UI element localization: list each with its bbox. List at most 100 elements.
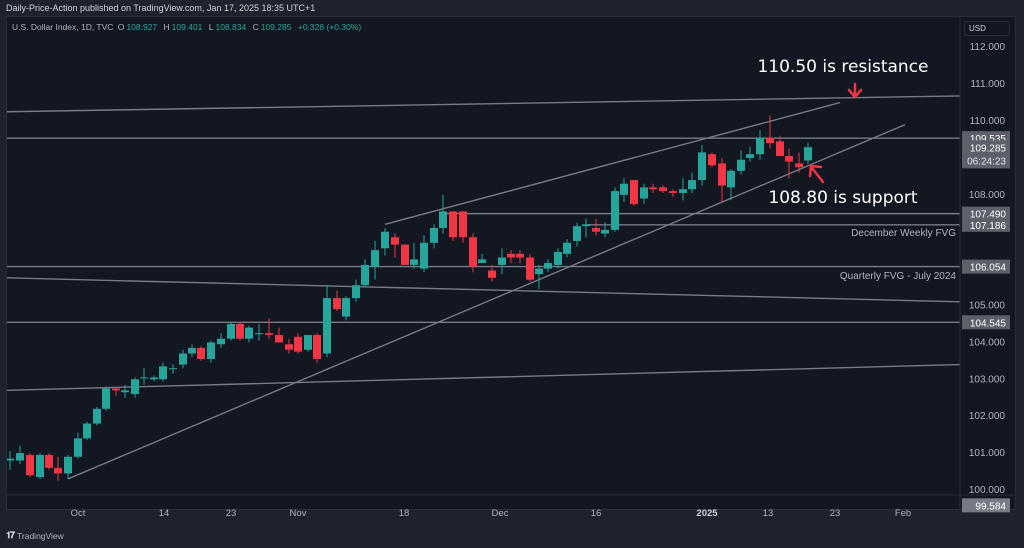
price-tick-label: 103.000 (969, 374, 1006, 385)
candle (544, 259, 552, 273)
price-tick-label: 105.000 (969, 301, 1006, 312)
candle (16, 445, 24, 465)
candle (275, 327, 283, 343)
time-tick-label: 23 (830, 508, 841, 519)
price-badge (962, 217, 1010, 232)
symbol-name[interactable]: U.S. Dollar Index, 1D, TVC (12, 22, 114, 32)
time-tick-label: 14 (159, 508, 170, 519)
candle (285, 338, 293, 354)
candle (304, 335, 312, 352)
candle (795, 152, 803, 173)
candle (620, 178, 628, 203)
candle (401, 244, 409, 265)
candle (688, 172, 696, 193)
tradingview-logo-icon: 𝟏𝟕 (6, 530, 15, 540)
candle (131, 377, 139, 398)
svg-text:109.535: 109.535 (970, 134, 1007, 145)
candle (756, 130, 764, 160)
candle (478, 253, 486, 264)
candle (649, 183, 657, 193)
candle (179, 349, 187, 369)
price-badge (962, 315, 1010, 330)
publish-info: Daily-Price-Action published on TradingV… (6, 3, 316, 13)
price-tick-label: 100.000 (969, 485, 1006, 496)
candle (371, 240, 379, 280)
candle (669, 189, 677, 197)
time-tick-label: Nov (290, 508, 307, 519)
plot-area[interactable] (6, 95, 960, 481)
svg-text:99.584: 99.584 (975, 501, 1006, 512)
rising-wedge-support-line[interactable] (67, 124, 906, 480)
candle (526, 253, 534, 282)
time-tick-label: 16 (591, 508, 602, 519)
candle (507, 250, 515, 264)
candle (592, 218, 600, 236)
candle (776, 135, 784, 157)
bar-countdown: 06:24:23 (967, 156, 1006, 167)
candle (197, 346, 205, 361)
time-tick-label: Dec (492, 508, 509, 519)
upper-channel-resistance-line[interactable] (6, 95, 960, 113)
symbol-legend: U.S. Dollar Index, 1D, TVC O 108.927 H 109… (12, 22, 363, 32)
candle (333, 290, 341, 312)
price-tick-label: 101.000 (969, 448, 1006, 459)
candle (207, 340, 215, 363)
support-annotation: 108.80 is support (768, 188, 917, 208)
candle (601, 222, 609, 238)
candle (26, 453, 34, 478)
candle (74, 432, 82, 459)
candle (420, 235, 428, 273)
candle (169, 364, 177, 374)
time-tick-label: 18 (399, 508, 410, 519)
candle (54, 456, 62, 481)
candle (265, 318, 273, 339)
candle (727, 168, 735, 201)
candle (659, 185, 667, 193)
lower-rising-line-line[interactable] (6, 363, 960, 392)
price-tick-label: 110.000 (970, 116, 1006, 127)
resistance-arrow-icon (847, 82, 863, 99)
quarterly-fvg-label: Quarterly FVG - July 2024 (840, 271, 957, 282)
candle (294, 333, 302, 354)
svg-text:106.054: 106.054 (970, 263, 1007, 274)
candle (573, 222, 581, 247)
candle (323, 285, 331, 358)
candle (342, 296, 350, 321)
candle (361, 259, 369, 288)
falling-line-line[interactable] (6, 277, 960, 303)
currency-button[interactable]: USD (964, 21, 1010, 36)
support-arrow-icon (808, 164, 825, 184)
time-tick-label: 2025 (696, 508, 718, 519)
candle (112, 386, 120, 396)
candle (766, 115, 774, 149)
candle (582, 218, 590, 238)
price-badge (962, 498, 1010, 513)
brand-name: TradingView (17, 530, 64, 541)
price-tick-label: 112.000 (970, 42, 1006, 53)
resistance-annotation: 110.50 is resistance (757, 57, 928, 77)
close-value: C 109.285 (252, 22, 292, 32)
candle (121, 384, 129, 398)
rising-wedge-upper-line[interactable] (384, 101, 841, 225)
price-tick-label: 108.000 (969, 190, 1006, 201)
price-tick-label: 111.000 (970, 79, 1005, 90)
candle (140, 368, 148, 385)
candle (381, 228, 389, 256)
candle (630, 180, 638, 206)
change-value: +0.328 (+0.30%) (297, 22, 362, 32)
candle (498, 248, 506, 275)
candle (410, 242, 418, 269)
candle (102, 386, 110, 411)
high-value: H 109.401 (163, 22, 203, 32)
candle (804, 143, 812, 165)
time-tick-label: 23 (226, 508, 237, 519)
candle (611, 187, 619, 232)
candle (459, 211, 467, 243)
candle (708, 152, 716, 168)
candle (469, 233, 477, 273)
candle (718, 157, 726, 203)
price-tick-label: 102.000 (969, 411, 1006, 422)
low-value: L 108.834 (208, 22, 247, 32)
candle (245, 325, 253, 343)
